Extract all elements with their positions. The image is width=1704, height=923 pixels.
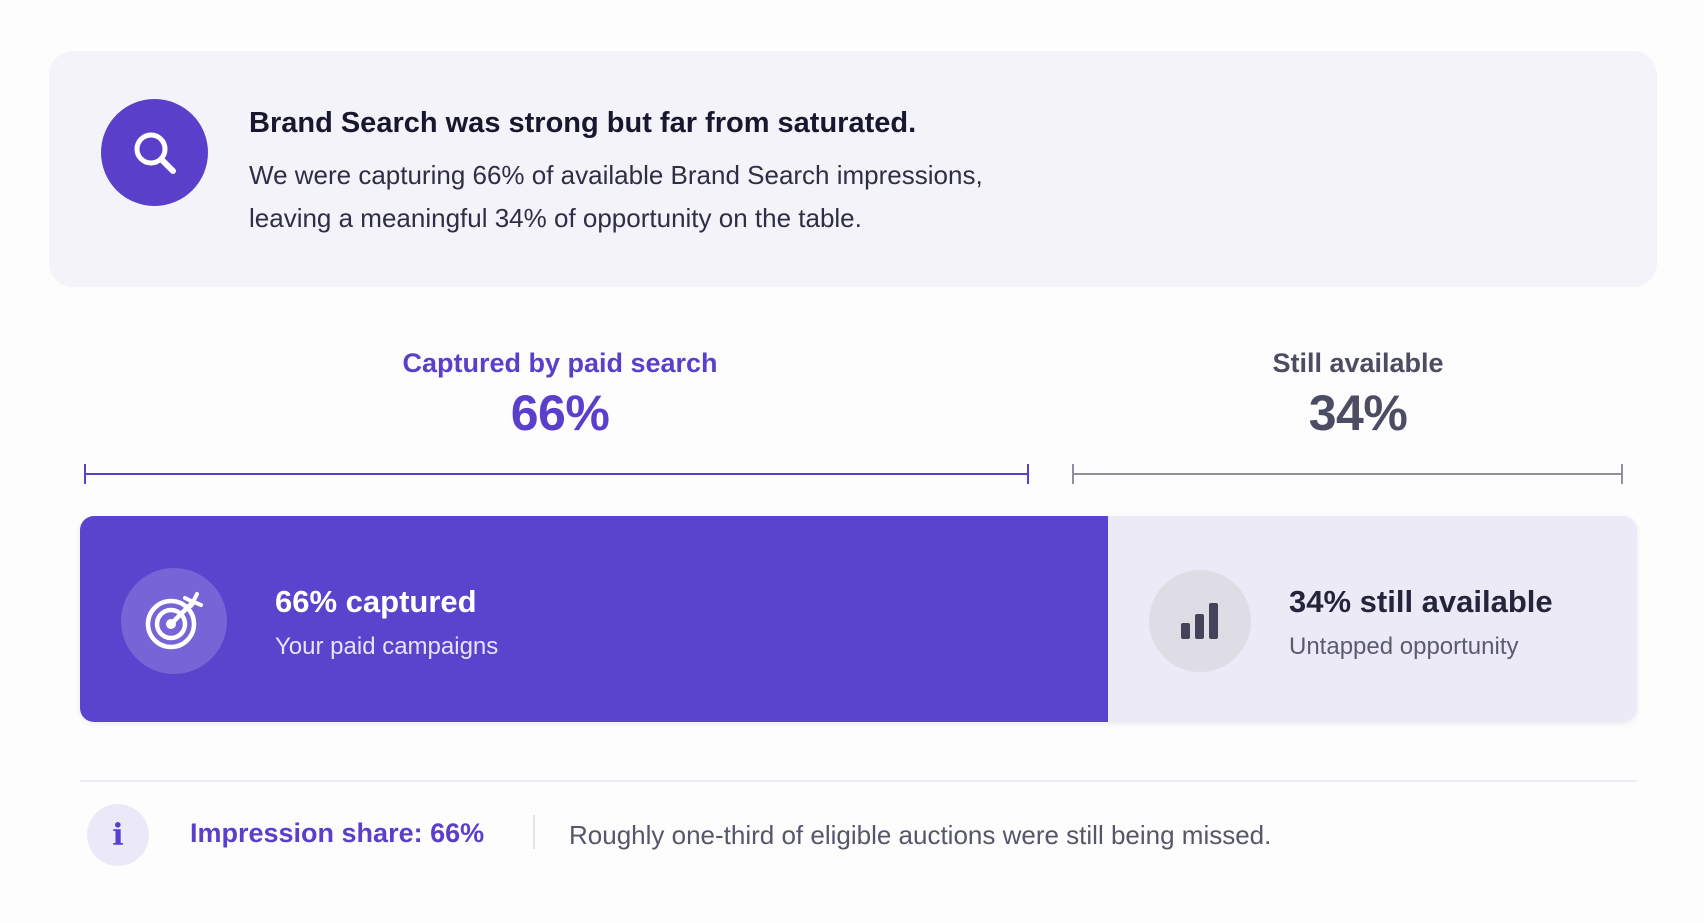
- available-header-label: Still available: [1272, 348, 1444, 378]
- target-icon: [121, 568, 227, 674]
- available-header: Still available 34%: [1158, 348, 1558, 442]
- available-subtitle: Untapped opportunity: [1289, 633, 1519, 660]
- info-icon: i: [87, 804, 149, 866]
- captured-header: Captured by paid search 66%: [360, 348, 760, 442]
- share-split-bar: 66% captured Your paid campaigns 34% sti…: [80, 516, 1637, 722]
- insight-body: We were capturing 66% of available Brand…: [249, 154, 1149, 240]
- footer-separator: [533, 815, 535, 849]
- captured-bracket: [84, 464, 1029, 484]
- search-icon: [101, 99, 208, 206]
- captured-segment: 66% captured Your paid campaigns: [80, 516, 1108, 722]
- available-bracket: [1072, 464, 1623, 484]
- insight-card: Brand Search was strong but far from sat…: [49, 51, 1657, 287]
- bar-chart-icon: [1149, 570, 1251, 672]
- footer-divider: [80, 780, 1637, 782]
- footer-note: Roughly one-third of eligible auctions w…: [569, 820, 1272, 850]
- available-segment: 34% still available Untapped opportunity: [1108, 516, 1637, 722]
- captured-subtitle: Your paid campaigns: [275, 633, 499, 660]
- captured-header-label: Captured by paid search: [402, 348, 718, 378]
- available-title: 34% still available: [1289, 584, 1553, 619]
- insight-body-line: leaving a meaningful 34% of opportunity …: [249, 203, 862, 233]
- insight-body-line: We were capturing 66% of available Brand…: [249, 160, 983, 190]
- impression-share-label: Impression share: 66%: [190, 818, 485, 848]
- captured-header-value: 66%: [510, 385, 610, 441]
- available-header-value: 34%: [1308, 385, 1408, 441]
- insight-title: Brand Search was strong but far from sat…: [249, 107, 917, 139]
- captured-title: 66% captured: [275, 584, 477, 619]
